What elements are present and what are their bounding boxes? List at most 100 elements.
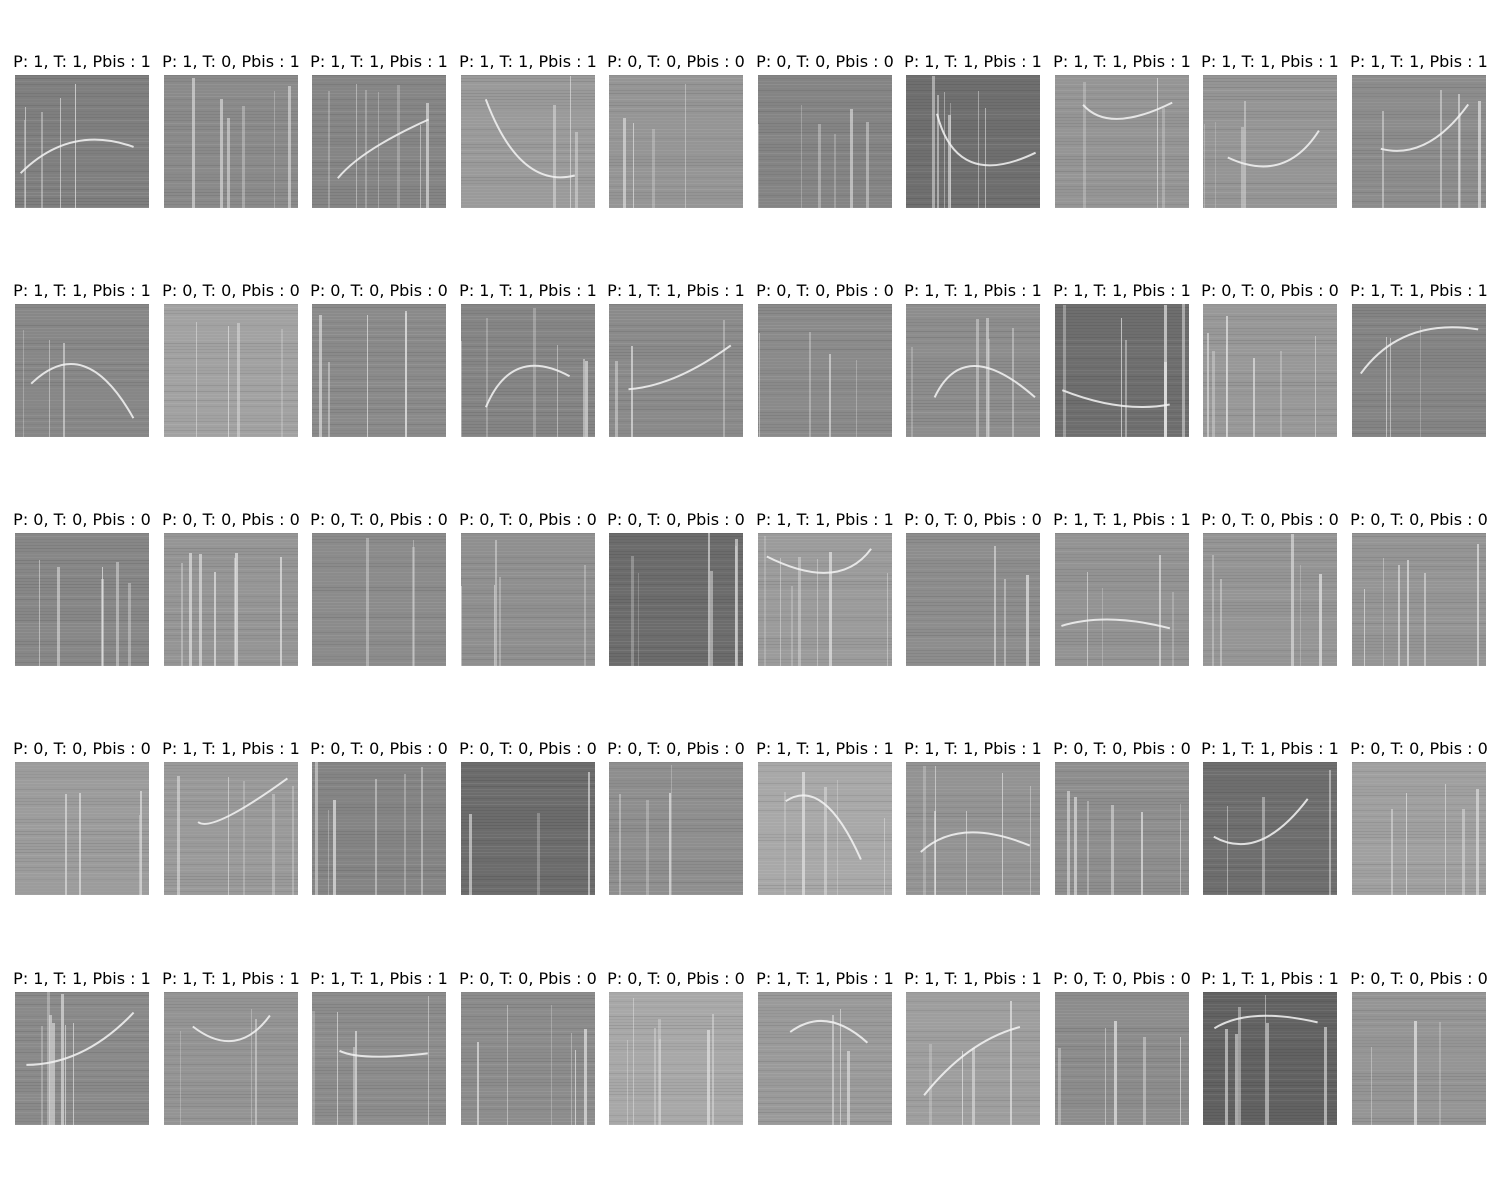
spectrogram-image	[1055, 992, 1189, 1125]
spectrogram-panel: P: 1, T: 1, Pbis : 1	[1047, 510, 1197, 670]
panel-title: P: 0, T: 0, Pbis : 0	[756, 281, 894, 300]
spectrogram-image	[609, 762, 743, 895]
spectrogram-panel: P: 0, T: 0, Pbis : 0	[898, 510, 1048, 670]
spectrogram-image	[906, 992, 1040, 1125]
spectrogram-image	[758, 762, 892, 895]
panel-title: P: 1, T: 1, Pbis : 1	[756, 969, 894, 988]
panel-title: P: 0, T: 0, Pbis : 0	[607, 739, 745, 758]
spectrogram-panel: P: 0, T: 0, Pbis : 0	[601, 510, 751, 670]
spectrogram-image	[461, 762, 595, 895]
spectrogram-panel: P: 0, T: 0, Pbis : 0	[7, 739, 157, 899]
panel-title: P: 0, T: 0, Pbis : 0	[310, 281, 448, 300]
spectrogram-panel: P: 0, T: 0, Pbis : 0	[304, 510, 454, 670]
panel-title: P: 0, T: 0, Pbis : 0	[756, 52, 894, 71]
panel-title: P: 1, T: 1, Pbis : 1	[162, 969, 300, 988]
panel-title: P: 1, T: 1, Pbis : 1	[13, 969, 151, 988]
panel-title: P: 1, T: 1, Pbis : 1	[904, 969, 1042, 988]
spectrogram-panel: P: 0, T: 0, Pbis : 0	[156, 510, 306, 670]
panel-title: P: 0, T: 0, Pbis : 0	[13, 510, 151, 529]
spectrogram-image	[1352, 992, 1486, 1125]
panel-title: P: 1, T: 1, Pbis : 1	[459, 281, 597, 300]
spectrogram-image	[609, 992, 743, 1125]
spectrogram-panel: P: 1, T: 1, Pbis : 1	[156, 969, 306, 1129]
spectrogram-panel: P: 0, T: 0, Pbis : 0	[304, 281, 454, 441]
spectrogram-image	[1203, 304, 1337, 437]
spectrogram-image	[906, 533, 1040, 666]
spectrogram-panel: P: 1, T: 1, Pbis : 1	[453, 52, 603, 212]
panel-title: P: 0, T: 0, Pbis : 0	[310, 510, 448, 529]
spectrogram-image	[1055, 304, 1189, 437]
spectrogram-panel: P: 0, T: 0, Pbis : 0	[1344, 969, 1494, 1129]
spectrogram-panel: P: 0, T: 0, Pbis : 0	[7, 510, 157, 670]
panel-title: P: 1, T: 1, Pbis : 1	[1350, 52, 1488, 71]
panel-title: P: 0, T: 0, Pbis : 0	[459, 739, 597, 758]
panel-title: P: 1, T: 1, Pbis : 1	[1201, 739, 1339, 758]
spectrogram-panel: P: 0, T: 0, Pbis : 0	[1195, 510, 1345, 670]
spectrogram-panel: P: 1, T: 1, Pbis : 1	[1195, 52, 1345, 212]
spectrogram-panel: P: 0, T: 0, Pbis : 0	[453, 969, 603, 1129]
spectrogram-panel: P: 1, T: 1, Pbis : 1	[1344, 52, 1494, 212]
spectrogram-image	[1203, 762, 1337, 895]
panel-title: P: 1, T: 1, Pbis : 1	[607, 281, 745, 300]
spectrogram-panel: P: 1, T: 1, Pbis : 1	[898, 52, 1048, 212]
panel-title: P: 1, T: 1, Pbis : 1	[162, 739, 300, 758]
spectrogram-image	[312, 762, 446, 895]
panel-title: P: 0, T: 0, Pbis : 0	[1053, 969, 1191, 988]
panel-title: P: 0, T: 0, Pbis : 0	[1053, 739, 1191, 758]
spectrogram-image	[609, 304, 743, 437]
spectrogram-panel: P: 1, T: 1, Pbis : 1	[898, 969, 1048, 1129]
spectrogram-panel: P: 1, T: 0, Pbis : 1	[156, 52, 306, 212]
spectrogram-image	[1352, 304, 1486, 437]
spectrogram-image	[164, 304, 298, 437]
spectrogram-image	[15, 762, 149, 895]
panel-title: P: 0, T: 0, Pbis : 0	[13, 739, 151, 758]
panel-title: P: 1, T: 1, Pbis : 1	[904, 281, 1042, 300]
panel-title: P: 1, T: 1, Pbis : 1	[756, 510, 894, 529]
spectrogram-panel: P: 0, T: 0, Pbis : 0	[1344, 739, 1494, 899]
spectrogram-image	[312, 75, 446, 208]
spectrogram-panel: P: 1, T: 1, Pbis : 1	[1047, 281, 1197, 441]
panel-title: P: 1, T: 1, Pbis : 1	[13, 281, 151, 300]
spectrogram-image	[1352, 762, 1486, 895]
spectrogram-image	[758, 533, 892, 666]
spectrogram-image	[164, 992, 298, 1125]
spectrogram-image	[609, 533, 743, 666]
spectrogram-image	[906, 762, 1040, 895]
spectrogram-image	[1352, 75, 1486, 208]
spectrogram-panel: P: 0, T: 0, Pbis : 0	[750, 52, 900, 212]
spectrogram-panel: P: 0, T: 0, Pbis : 0	[601, 52, 751, 212]
spectrogram-image	[1055, 75, 1189, 208]
spectrogram-image	[1203, 533, 1337, 666]
panel-title: P: 0, T: 0, Pbis : 0	[904, 510, 1042, 529]
spectrogram-image	[758, 75, 892, 208]
spectrogram-panel: P: 0, T: 0, Pbis : 0	[1047, 739, 1197, 899]
spectrogram-image	[1055, 762, 1189, 895]
spectrogram-image	[164, 75, 298, 208]
panel-title: P: 0, T: 0, Pbis : 0	[607, 510, 745, 529]
spectrogram-image	[906, 304, 1040, 437]
panel-title: P: 1, T: 1, Pbis : 1	[1201, 52, 1339, 71]
panel-title: P: 1, T: 1, Pbis : 1	[1350, 281, 1488, 300]
spectrogram-panel: P: 0, T: 0, Pbis : 0	[304, 739, 454, 899]
panel-title: P: 1, T: 1, Pbis : 1	[1053, 510, 1191, 529]
panel-title: P: 1, T: 1, Pbis : 1	[1053, 281, 1191, 300]
spectrogram-image	[1352, 533, 1486, 666]
spectrogram-image	[461, 75, 595, 208]
spectrogram-image	[461, 992, 595, 1125]
spectrogram-panel: P: 1, T: 1, Pbis : 1	[1195, 739, 1345, 899]
panel-title: P: 1, T: 1, Pbis : 1	[310, 969, 448, 988]
panel-title: P: 1, T: 1, Pbis : 1	[459, 52, 597, 71]
spectrogram-panel: P: 1, T: 1, Pbis : 1	[453, 281, 603, 441]
panel-title: P: 1, T: 1, Pbis : 1	[904, 52, 1042, 71]
spectrogram-image	[164, 762, 298, 895]
spectrogram-panel: P: 1, T: 1, Pbis : 1	[7, 281, 157, 441]
spectrogram-panel: P: 1, T: 1, Pbis : 1	[1047, 52, 1197, 212]
spectrogram-image	[1203, 992, 1337, 1125]
spectrogram-panel: P: 0, T: 0, Pbis : 0	[1047, 969, 1197, 1129]
spectrogram-image	[906, 75, 1040, 208]
spectrogram-image	[1203, 75, 1337, 208]
spectrogram-image	[15, 75, 149, 208]
spectrogram-panel: P: 1, T: 1, Pbis : 1	[898, 281, 1048, 441]
spectrogram-panel: P: 1, T: 1, Pbis : 1	[750, 510, 900, 670]
panel-title: P: 0, T: 0, Pbis : 0	[1201, 281, 1339, 300]
